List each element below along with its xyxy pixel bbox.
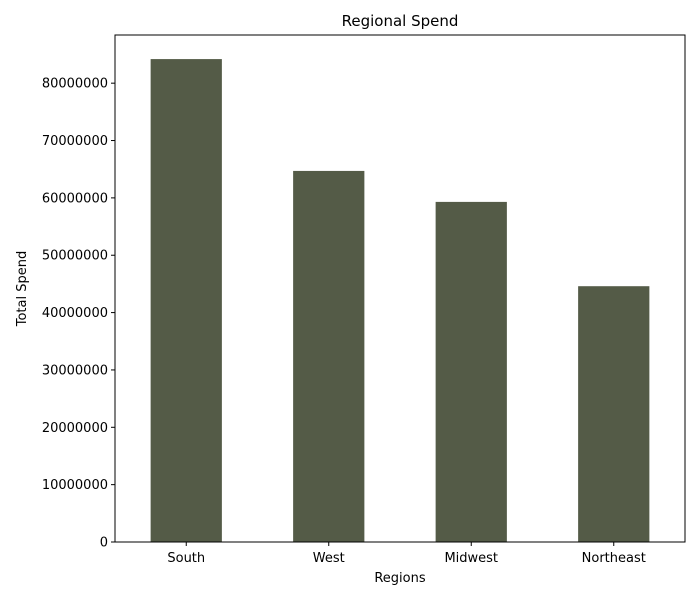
x-tick-label-midwest: Midwest: [444, 551, 498, 566]
bar-midwest: [435, 201, 507, 542]
y-tick-label: 50000000: [42, 249, 108, 264]
x-axis-ticks: South West Midwest Northeast: [167, 542, 646, 566]
bar-northeast: [578, 286, 650, 542]
x-axis-label: Regions: [374, 571, 426, 586]
bars-group: [150, 59, 650, 543]
bar-west: [293, 170, 365, 543]
x-tick-label-west: West: [313, 551, 345, 566]
y-axis-ticks: 0 10000000 20000000 30000000 40000000 5000000…: [42, 77, 115, 551]
x-tick-label-south: South: [167, 551, 205, 566]
bar-south: [150, 59, 222, 543]
plot-frame: [114, 34, 686, 543]
y-tick-label: 80000000: [42, 77, 108, 92]
chart-title: Regional Spend: [342, 12, 459, 30]
x-tick-label-northeast: Northeast: [582, 551, 646, 566]
y-tick-label: 40000000: [42, 306, 108, 321]
y-tick-label: 0: [100, 536, 108, 551]
y-tick-label: 70000000: [42, 134, 108, 149]
y-tick-label: 10000000: [42, 478, 108, 493]
y-tick-label: 20000000: [42, 421, 108, 436]
y-axis-label: Total Spend: [15, 251, 30, 328]
y-tick-label: 30000000: [42, 363, 108, 378]
y-tick-label: 60000000: [42, 191, 108, 206]
